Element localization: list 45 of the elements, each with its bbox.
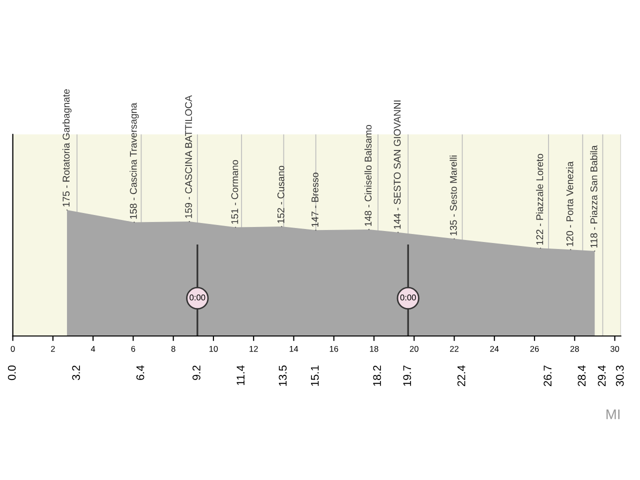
x2-tick-label: 13.5 (278, 366, 287, 386)
x-tick-label: 6 (131, 346, 136, 352)
data-label: 152 - Cusano (277, 166, 284, 224)
x-tick-label: 12 (250, 346, 258, 352)
x2-tick-label: 30.3 (616, 366, 624, 386)
data-label: 147 - Bresso (312, 172, 318, 227)
data-label: 144 - SESTO SAN GIOVANNI (394, 100, 401, 229)
x2-tick-label: 3.2 (72, 366, 80, 380)
x2-tick-label: 18.2 (373, 366, 381, 386)
x2-tick-label: 11.4 (236, 365, 244, 386)
x-tick-label: 24 (490, 346, 499, 352)
data-label: 158 - Cascina Traversagna (130, 102, 139, 219)
x-tick-label: 4 (90, 346, 96, 352)
x2-tick-label: 19.7 (403, 366, 412, 386)
data-label: 120 - Porta Venezia (566, 161, 574, 246)
x-tick-label: 14 (290, 346, 298, 352)
x2-tick-label: 15.1 (311, 366, 319, 386)
x2-tick-label: 9.2 (192, 366, 200, 380)
x2-tick-label: 28.4 (578, 365, 586, 386)
x2-tick-label: 29.4 (598, 365, 606, 386)
x-tick-label: 0 (10, 346, 15, 352)
data-label: 122 - Piazzale Loreto (536, 154, 544, 245)
data-label: 159 - CASCINA BATTILOCA (185, 95, 192, 218)
data-label: 135 - Sesto Marelli (450, 156, 457, 236)
data-label: 151 - Cormano (231, 160, 238, 224)
x-tick-label: 2 (51, 346, 55, 352)
x-tick-label: 8 (171, 346, 176, 352)
x2-tick-label: 22.4 (457, 365, 466, 386)
x-tick-label: 30 (610, 346, 620, 352)
annotation: 0:00 (400, 294, 416, 300)
x-tick-label: 20 (410, 346, 418, 352)
x-tick-label: 28 (570, 346, 579, 352)
x2-tick-label: 26.7 (544, 366, 552, 386)
x-tick-label: 22 (450, 346, 458, 352)
data-label: 148 - Cinisello Balsamo (364, 124, 372, 226)
x-tick-label: 26 (530, 346, 539, 352)
x-tick-label: 18 (370, 346, 378, 352)
x2-tick-label: 0.0 (8, 365, 16, 380)
data-label: 175 - Rotatoria Garbagnate (62, 89, 72, 206)
annotation: 0:00 (190, 294, 206, 300)
x-tick-label: 10 (209, 346, 218, 352)
x-tick-label: 16 (330, 346, 338, 352)
x2-tick-label: 6.4 (136, 365, 144, 380)
data-label: 118 - Piazza San Babila (590, 145, 598, 248)
x-axis-title: MI (606, 410, 620, 420)
